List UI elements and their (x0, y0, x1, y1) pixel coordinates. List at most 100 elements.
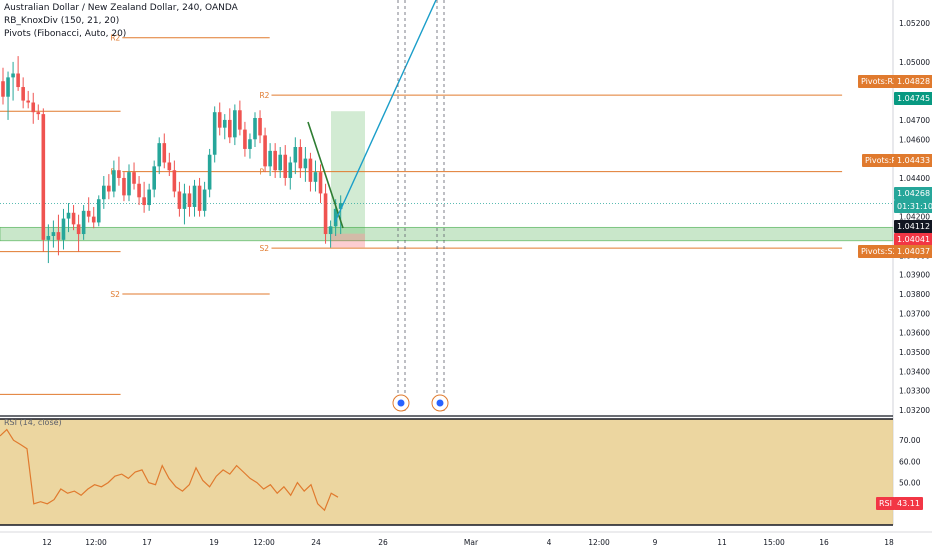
event-marker-icon (397, 399, 405, 407)
pivot-s2-tag: Pivots:S2 (858, 245, 901, 258)
price-tick-label: 1.03400 (899, 367, 930, 376)
price-tick-label: 1.03700 (899, 309, 930, 318)
candle-body (338, 203, 343, 209)
rsi-tick-label: 60.00 (899, 457, 921, 466)
candle-body (172, 170, 177, 192)
candle-body (263, 135, 267, 167)
candle-body (36, 112, 41, 115)
candle-body (238, 110, 242, 130)
symbol-legend[interactable]: Australian Dollar / New Zealand Dollar, … (4, 3, 238, 13)
candle-body (333, 208, 338, 227)
pivot-r2-price-tag: 1.04828 (894, 75, 932, 88)
rsi-label-tag: RSI (876, 497, 895, 510)
candle-body (76, 224, 81, 235)
candle-body (142, 197, 146, 206)
candle-body (328, 226, 333, 235)
price-tick-label: 1.03900 (899, 271, 930, 280)
candle-body (26, 100, 30, 103)
candle-body (293, 147, 298, 163)
candle-body (41, 114, 46, 240)
time-tick-label: 12:00 (253, 538, 275, 547)
time-tick-label: 26 (378, 538, 388, 547)
rsi-tick-label: 50.00 (899, 479, 921, 488)
price-tick-label: 1.04200 (899, 213, 930, 222)
candle-body (51, 232, 56, 236)
candle-body (207, 154, 212, 190)
candle-body (91, 216, 96, 223)
pivot-s2-price-tag: 1.04037 (894, 245, 932, 258)
price-tick-label: 1.03200 (899, 406, 930, 415)
pivot-label: S2 (259, 244, 269, 253)
candle-body (11, 73, 15, 78)
event-marker-icon (436, 399, 444, 407)
time-tick-label: 16 (819, 538, 829, 547)
candle-body (268, 150, 272, 167)
indicator-legend-knoxdiv[interactable]: RB_KnoxDiv (150, 21, 20) (4, 16, 120, 26)
candle-body (31, 102, 36, 113)
pivot-label: S2 (110, 290, 120, 299)
candle-body (117, 170, 121, 178)
candle-body (228, 119, 232, 138)
candle-body (308, 158, 313, 182)
time-tick-label: 11 (717, 538, 727, 547)
time-tick-label: 19 (209, 538, 219, 547)
candle-body (323, 193, 328, 235)
candle-body (61, 218, 66, 240)
time-tick-label: 15:00 (763, 538, 785, 547)
rsi-line (0, 428, 339, 512)
price-tick-label: 1.04600 (899, 135, 930, 144)
candle-body (187, 193, 192, 207)
candle-body (147, 189, 151, 206)
time-tick-label: 12:00 (85, 538, 107, 547)
candle-body (217, 112, 222, 128)
time-tick-label: 17 (142, 538, 152, 547)
candle-body (182, 193, 187, 209)
price-tick-label: 1.04700 (899, 116, 930, 125)
candle-body (192, 185, 197, 207)
pivot-r2-tag: Pivots:R2 (858, 75, 904, 88)
pivot-p-price-tag: 1.04433 (894, 154, 932, 167)
rsi-value-tag: 43.11 (894, 497, 923, 510)
candle-body (298, 147, 303, 169)
candle-body (152, 166, 156, 190)
indicator-legend-pivots[interactable]: Pivots (Fibonacci, Auto, 20) (4, 29, 127, 39)
candle-body (127, 172, 131, 196)
price-tick-label: 1.03300 (899, 387, 930, 396)
candle-body (102, 185, 106, 200)
rsi-legend[interactable]: RSI (14, close) (4, 418, 62, 427)
pivot-p-tag: Pivots:P (862, 154, 900, 167)
candle-body (21, 87, 25, 101)
candle-body (56, 232, 61, 240)
pivot-label: P (259, 168, 264, 177)
candle-body (107, 185, 111, 192)
candle-body (303, 158, 308, 169)
candle-body (66, 212, 71, 219)
candle-body (1, 81, 5, 97)
candle-body (233, 110, 237, 138)
candle-body (132, 172, 136, 184)
time-tick-label: 4 (547, 538, 552, 547)
price-tick-label: 1.05200 (899, 19, 930, 28)
candle-body (112, 170, 116, 192)
candle-body (46, 235, 51, 240)
pivot-label: R2 (110, 34, 120, 43)
candle-body (222, 119, 227, 128)
candle-body (162, 143, 167, 163)
candle-body (167, 162, 172, 171)
candle-body (71, 212, 76, 225)
target-price-tag: 1.04745 (894, 92, 932, 105)
time-tick-label: 24 (311, 538, 321, 547)
time-tick-label: 12:00 (588, 538, 610, 547)
stop-price-tag: 1.04041 (894, 233, 932, 246)
candle-body (313, 172, 318, 182)
price-tick-label: 1.03800 (899, 290, 930, 299)
candle-body (202, 189, 207, 211)
pivot-label: R2 (259, 91, 269, 100)
time-tick-label: 9 (653, 538, 658, 547)
last-price-tag: 1.04268 (894, 187, 932, 200)
candle-body (137, 183, 141, 198)
price-tick-label: 1.04400 (899, 174, 930, 183)
crosshair-price-tag: 1.04112 (894, 220, 932, 233)
candle-body (177, 191, 182, 209)
